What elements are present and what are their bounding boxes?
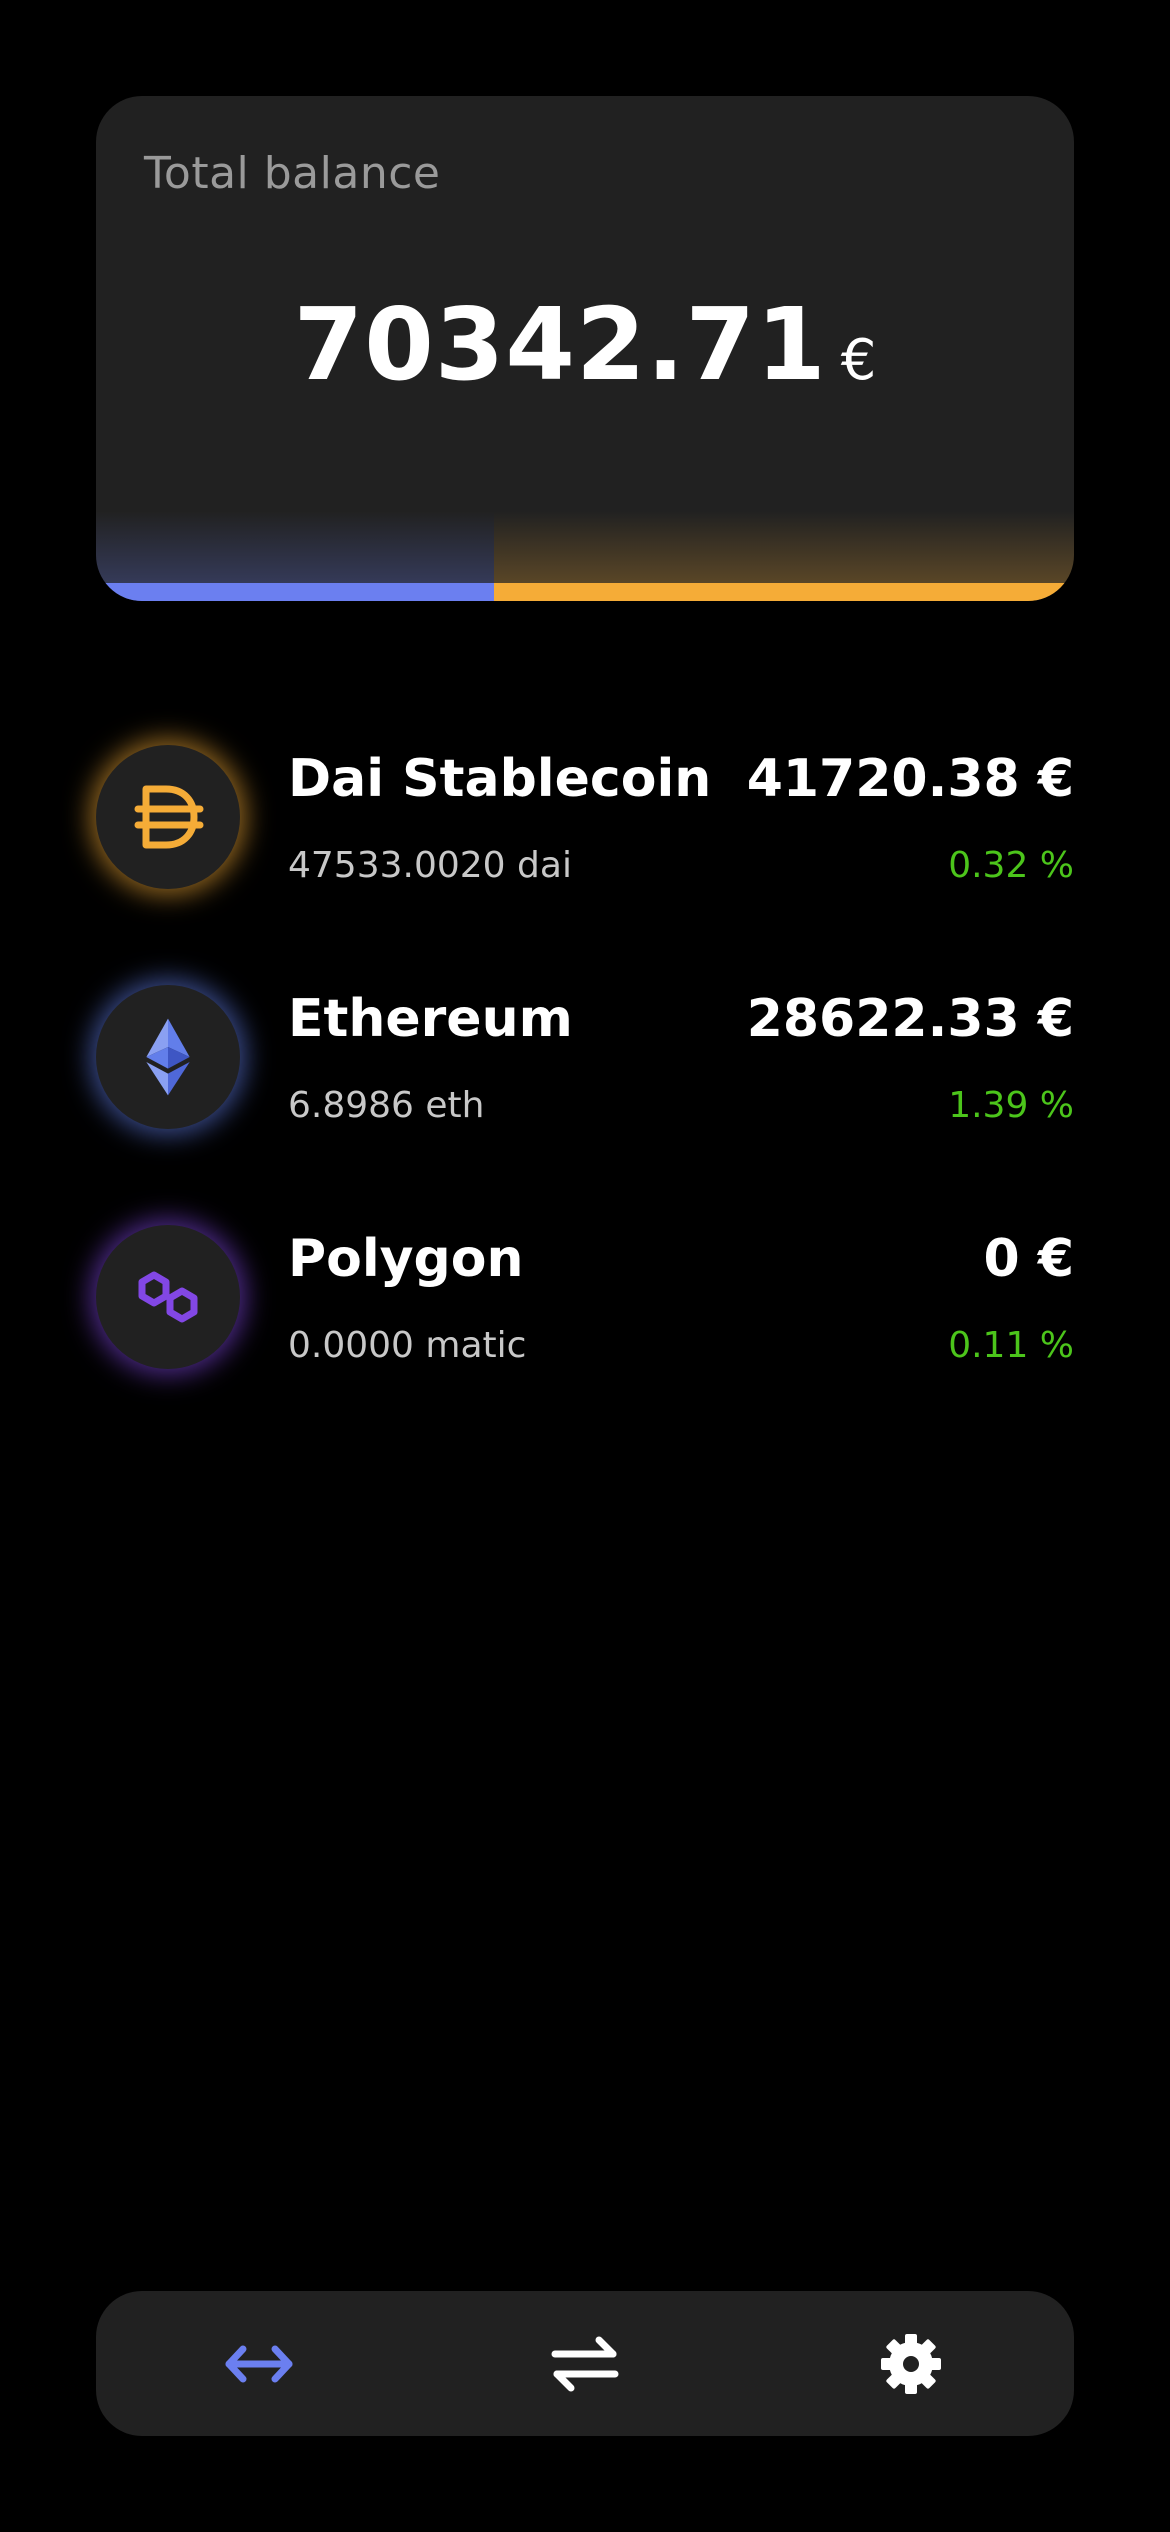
- dai-icon: [96, 745, 240, 889]
- asset-list: Dai Stablecoin 47533.0020 dai 41720.38 €…: [96, 745, 1074, 1465]
- asset-value: 41720.38 €: [746, 749, 1074, 809]
- ethereum-icon: [96, 985, 240, 1129]
- asset-quantity: 47533.0020 dai: [288, 845, 572, 886]
- balance-currency: €: [840, 328, 877, 393]
- transfer-arrows-icon: [225, 2345, 293, 2382]
- asset-name: Polygon: [288, 1229, 524, 1289]
- balance-amount: 70342.71: [293, 286, 827, 403]
- gear-icon: [881, 2333, 941, 2394]
- asset-value: 0 €: [983, 1229, 1074, 1289]
- asset-change: 0.11 %: [948, 1325, 1074, 1366]
- bottom-nav: [96, 2291, 1074, 2436]
- balance-label: Total balance: [144, 148, 441, 199]
- asset-row-polygon[interactable]: Polygon 0.0000 matic 0 € 0.11 %: [96, 1225, 1074, 1465]
- asset-row-ethereum[interactable]: Ethereum 6.8986 eth 28622.33 € 1.39 %: [96, 985, 1074, 1225]
- asset-quantity: 6.8986 eth: [288, 1085, 485, 1126]
- allocation-segment-ethereum: [96, 583, 495, 601]
- asset-change: 1.39 %: [948, 1085, 1074, 1126]
- asset-name: Ethereum: [288, 989, 573, 1049]
- nav-transfer-button[interactable]: [184, 2304, 334, 2424]
- allocation-segment-dai-stablecoin: [494, 583, 1074, 601]
- polygon-icon: [96, 1225, 240, 1369]
- asset-change: 0.32 %: [948, 845, 1074, 886]
- nav-settings-button[interactable]: [836, 2304, 986, 2424]
- asset-value: 28622.33 €: [746, 989, 1074, 1049]
- allocation-bar: [96, 583, 1074, 601]
- swap-icon: [551, 2336, 619, 2391]
- nav-swap-button[interactable]: [510, 2304, 660, 2424]
- asset-name: Dai Stablecoin: [288, 749, 712, 809]
- balance-card: Total balance 70342.71 €: [96, 96, 1074, 601]
- asset-row-dai[interactable]: Dai Stablecoin 47533.0020 dai 41720.38 €…: [96, 745, 1074, 985]
- asset-quantity: 0.0000 matic: [288, 1325, 527, 1366]
- balance-amount-row: 70342.71 €: [96, 286, 1074, 403]
